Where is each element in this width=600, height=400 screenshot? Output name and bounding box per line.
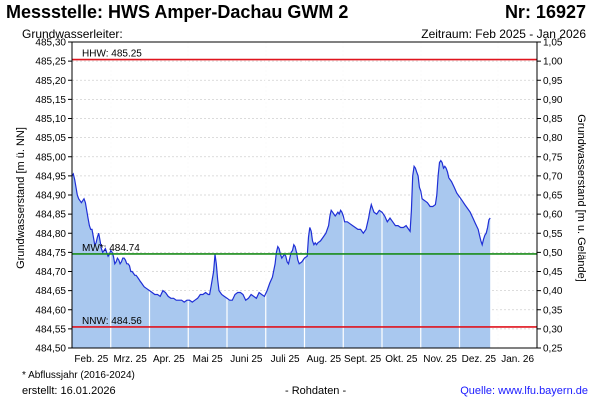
created-date: erstellt: 16.01.2026: [22, 385, 116, 397]
y-tick-label: 485,15: [35, 95, 66, 106]
y-axis-left: 484,50 484,55 484,60 484,65 484,70 484,75 484,…: [35, 38, 72, 355]
y-tick-label: 485,30: [35, 38, 66, 49]
y-tick-label: 485,00: [35, 152, 66, 163]
y-right-tick-label: 0,45: [543, 267, 563, 278]
y-right-tick-label: 1,00: [543, 57, 563, 68]
y-tick-label: 484,65: [35, 286, 66, 297]
y-tick-label: 484,60: [35, 305, 66, 316]
y-right-tick-label: 0,85: [543, 114, 563, 125]
x-tick-label: Apr. 25: [153, 354, 185, 365]
x-tick-label: Mrz. 25: [113, 354, 147, 365]
water-level-area: [72, 160, 491, 348]
y-tick-label: 485,25: [35, 57, 66, 68]
period-label: Zeitraum: Feb 2025 - Jan 2026: [421, 27, 586, 41]
x-tick-label: Dez. 25: [462, 354, 497, 365]
station-number: Nr: 16927: [504, 2, 586, 22]
raw-data-label: - Rohdaten -: [285, 385, 347, 397]
x-tick-label: Juni 25: [230, 354, 263, 365]
y-right-tick-label: 0,80: [543, 133, 563, 144]
y-right-tick-label: 0,90: [543, 95, 563, 106]
chart-title: Messstelle: HWS Amper-Dachau GWM 2: [6, 2, 349, 22]
y-tick-label: 484,95: [35, 171, 66, 182]
reference-lines: HHW: 485.25 MW*: 484.74 NNW: 484.56: [72, 49, 537, 328]
source-link[interactable]: Quelle: www.lfu.bayern.de: [460, 385, 588, 397]
x-tick-label: Juli 25: [271, 354, 300, 365]
y-right-tick-label: 0,55: [543, 229, 563, 240]
y-tick-label: 484,85: [35, 210, 66, 221]
y-tick-label: 485,10: [35, 114, 66, 125]
y-right-tick-label: 0,25: [543, 344, 563, 355]
y-right-tick-label: 0,75: [543, 152, 563, 163]
y-tick-label: 484,70: [35, 267, 66, 278]
y-right-tick-label: 0,30: [543, 324, 563, 335]
y-tick-label: 484,50: [35, 344, 66, 355]
y-right-tick-label: 0,95: [543, 76, 563, 87]
y-right-tick-label: 0,40: [543, 286, 563, 297]
y-tick-label: 484,55: [35, 324, 66, 335]
x-tick-label: Jan. 26: [501, 354, 534, 365]
x-tick-label: Okt. 25: [385, 354, 418, 365]
footnote: * Abflussjahr (2016-2024): [22, 370, 135, 381]
y-right-tick-label: 0,50: [543, 248, 563, 259]
y-right-tick-label: 0,60: [543, 210, 563, 221]
water-level-line: [71, 159, 491, 303]
y-tick-label: 485,05: [35, 133, 66, 144]
reference-label: NNW: 484.56: [82, 316, 142, 327]
y-tick-label: 485,20: [35, 76, 66, 87]
reference-label: HHW: 485.25: [82, 49, 142, 60]
y-right-tick-label: 0,70: [543, 171, 563, 182]
reference-label: MW*: 484.74: [82, 243, 140, 254]
x-tick-label: Mai 25: [193, 354, 223, 365]
x-tick-label: Nov. 25: [423, 354, 457, 365]
y-tick-label: 484,80: [35, 229, 66, 240]
y-right-tick-label: 0,35: [543, 305, 563, 316]
y-right-tick-label: 0,65: [543, 191, 563, 202]
y-tick-label: 484,75: [35, 248, 66, 259]
y-axis-label-left: Grundwasserstand [m ü. NN]: [15, 127, 27, 269]
aquifer-label: Grundwasserleiter:: [22, 27, 123, 41]
x-tick-label: Sept. 25: [344, 354, 382, 365]
month-separators: [110, 42, 499, 348]
x-tick-label: Aug. 25: [307, 354, 342, 365]
y-axis-right: 1,05 1,00 0,95 0,90 0,85 0,80 0,75 0,70 0,65 0,60…: [537, 38, 563, 355]
x-tick-label: Feb. 25: [74, 354, 108, 365]
y-tick-label: 484,90: [35, 191, 66, 202]
y-right-tick-label: 1,05: [543, 38, 563, 49]
x-axis: Feb. 25 Mrz. 25 Apr. 25 Mai 25 Juni 25 Juli 2…: [74, 354, 534, 365]
y-axis-label-right: Grundwasserstand [m u. Gelände]: [575, 114, 587, 282]
